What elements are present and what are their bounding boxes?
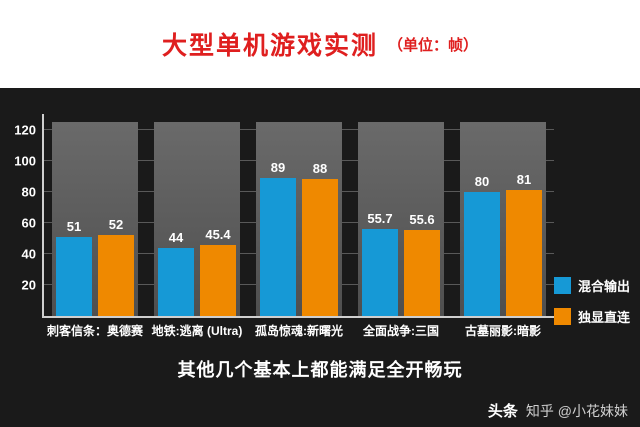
bar-pair: 89 88 — [260, 114, 338, 316]
bar-orange — [506, 190, 542, 316]
bar-pair: 51 52 — [56, 114, 134, 316]
legend-swatch-orange — [553, 308, 571, 325]
bar-column: 88 — [302, 114, 338, 316]
bar-group: 80 81 古墓丽影:暗影 — [454, 114, 552, 338]
y-axis-tick: 120 — [14, 122, 36, 138]
y-axis-tick: 100 — [14, 153, 36, 169]
y-axis-tick: 20 — [21, 277, 36, 293]
chart-caption: 其他几个基本上都能满足全开畅玩 — [177, 360, 463, 380]
plot-area: 120 100 80 60 40 20 51 52 — [14, 114, 554, 338]
bar-column: 52 — [98, 114, 134, 316]
bar-group: 89 88 孤岛惊魂:新曙光 — [250, 114, 348, 338]
legend-item: 混合输出 — [553, 276, 630, 295]
bar-blue — [464, 191, 500, 316]
legend-item: 独显直连 — [553, 307, 630, 326]
legend-label: 独显直连 — [577, 310, 630, 325]
bar-blue — [362, 229, 398, 316]
x-axis-label: 刺客信条：奥德赛 — [46, 324, 143, 338]
bar-column: 80 — [464, 114, 500, 316]
chart-unit: （单位：帧） — [388, 36, 479, 54]
y-axis-tick: 60 — [21, 215, 36, 231]
bar-column: 45.4 — [200, 114, 236, 316]
bar-blue — [158, 247, 194, 316]
y-axis-tick: 80 — [21, 184, 36, 200]
bar-value-label: 55.7 — [367, 211, 393, 227]
watermark-site: 头条 — [487, 403, 518, 420]
legend-label: 混合输出 — [577, 279, 630, 294]
bar-value-label: 88 — [312, 161, 328, 177]
bar-column: 89 — [260, 114, 296, 316]
chart-header: 大型单机游戏实测 （单位：帧） — [0, 0, 640, 88]
bar-value-label: 89 — [270, 159, 286, 175]
x-axis-label: 地铁:逃离 (Ultra) — [151, 324, 243, 338]
bar-pair: 55.7 55.6 — [362, 114, 440, 316]
bar-group: 44 45.4 地铁:逃离 (Ultra) — [148, 114, 246, 338]
bar-value-label: 51 — [66, 218, 82, 234]
legend-swatch-blue — [553, 277, 571, 294]
bar-value-label: 80 — [474, 173, 490, 189]
bar-pair: 44 45.4 — [158, 114, 236, 316]
bar-column: 55.6 — [404, 114, 440, 316]
bar-column: 44 — [158, 114, 194, 316]
chart-area: 120 100 80 60 40 20 51 52 — [0, 88, 640, 427]
bar-blue — [56, 236, 92, 316]
bar-blue — [260, 177, 296, 316]
chart-title: 大型单机游戏实测 — [161, 32, 378, 60]
bar-orange — [404, 229, 440, 316]
bar-pair: 80 81 — [464, 114, 542, 316]
bar-value-label: 45.4 — [205, 227, 231, 243]
y-axis-tick: 40 — [21, 246, 36, 262]
x-axis-label: 孤岛惊魂:新曙光 — [255, 324, 343, 338]
bar-value-label: 44 — [168, 229, 184, 245]
legend: 混合输出 独显直连 — [553, 276, 630, 326]
bar-orange — [302, 179, 338, 316]
x-axis-label: 古墓丽影:暗影 — [465, 324, 541, 338]
bar-column: 55.7 — [362, 114, 398, 316]
bar-value-label: 55.6 — [409, 211, 435, 227]
watermark: 头条 知乎 @小花妹妹 — [488, 400, 628, 421]
bar-groups: 51 52 刺客信条：奥德赛 44 — [44, 114, 554, 338]
x-axis-label: 全面战争:三国 — [363, 324, 439, 338]
watermark-account: 知乎 @小花妹妹 — [525, 402, 628, 419]
bar-column: 51 — [56, 114, 92, 316]
bar-value-label: 52 — [108, 217, 124, 233]
bar-group: 55.7 55.6 全面战争:三国 — [352, 114, 450, 338]
bar-group: 51 52 刺客信条：奥德赛 — [46, 114, 144, 338]
bar-column: 81 — [506, 114, 542, 316]
bar-orange — [98, 235, 134, 316]
bar-value-label: 81 — [516, 172, 532, 188]
bar-orange — [200, 245, 236, 316]
